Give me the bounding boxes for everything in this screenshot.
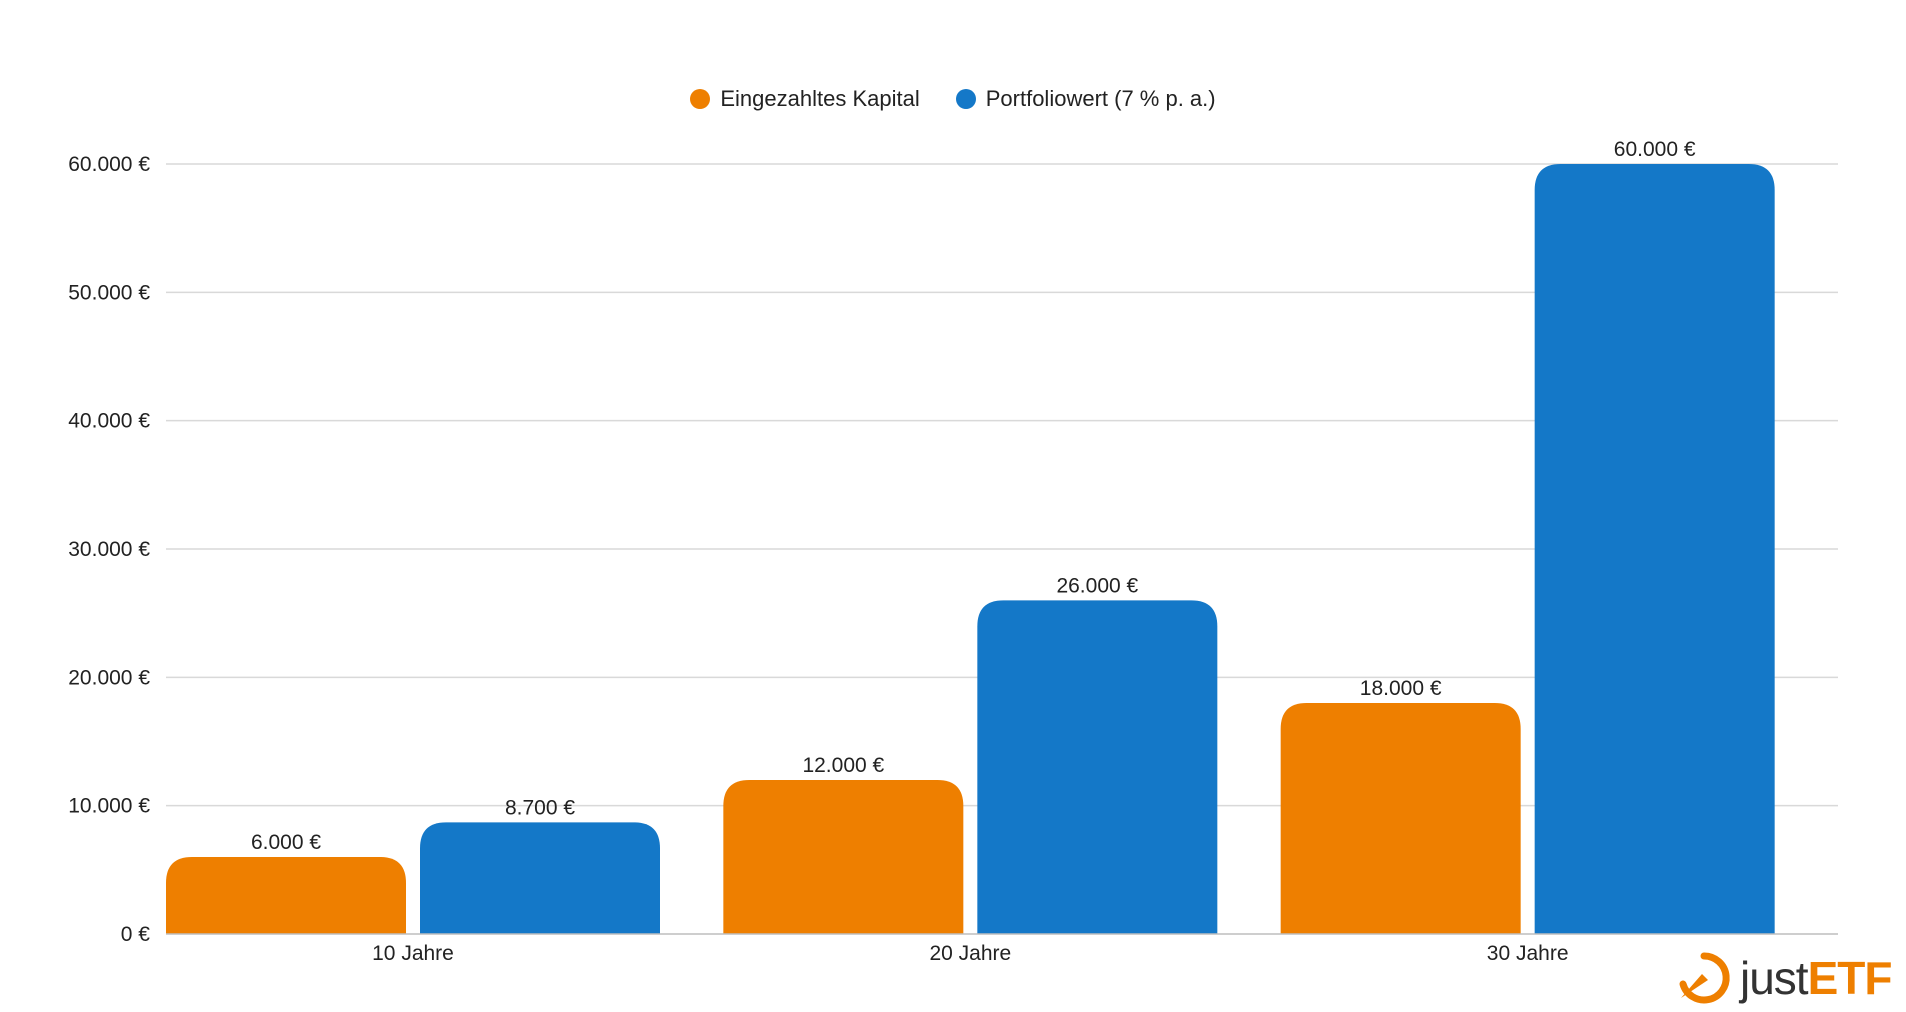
bar [1280,703,1521,934]
x-category-label: 10 Jahre [372,942,454,965]
data-label: 8.700 € [505,796,575,819]
bars [166,164,1775,934]
data-label: 6.000 € [251,831,321,854]
bar [723,780,964,934]
data-label: 18.000 € [1360,677,1442,700]
justetf-logo: justETF [1676,948,1906,1008]
justetf-logo-text: justETF [1740,952,1893,1004]
logo-text-just: just [1740,952,1809,1004]
data-labels: 6.000 € 8.700 € 12.000 € 26.000 € 18.000 € 60… [251,138,1696,854]
legend-swatch-blue [955,89,976,109]
y-tick-label: 60.000 € [68,153,150,176]
y-tick-label: 50.000 € [68,281,150,304]
data-label: 26.000 € [1056,574,1138,597]
justetf-logo-icon [1679,952,1730,1004]
bar [420,822,660,934]
legend-swatch-orange [690,89,711,109]
x-axis-categories: 10 Jahre 20 Jahre 30 Jahre [372,942,1568,965]
y-tick-label: 30.000 € [68,538,150,561]
legend: Eingezahltes Kapital Portfoliowert (7 % … [0,86,1906,112]
y-tick-label: 20.000 € [68,666,150,689]
bar [1534,164,1775,934]
y-tick-label: 10.000 € [68,795,150,818]
legend-item-portfoliowert: Portfoliowert (7 % p. a.) [955,86,1216,112]
bar [977,600,1218,934]
bar [166,857,406,934]
data-label: 60.000 € [1614,138,1696,161]
legend-label-eingezahltes-kapital: Eingezahltes Kapital [720,86,920,111]
data-label: 12.000 € [802,754,884,777]
y-axis-ticks: 0 € 10.000 € 20.000 € 30.000 € 40.000 € 50.00… [68,153,150,946]
y-tick-label: 40.000 € [68,410,150,433]
x-category-label: 30 Jahre [1487,942,1569,965]
x-category-label: 20 Jahre [929,942,1011,965]
legend-item-eingezahltes-kapital: Eingezahltes Kapital [690,86,920,112]
y-tick-label: 0 € [121,923,151,946]
legend-label-portfoliowert: Portfoliowert (7 % p. a.) [985,86,1216,111]
logo-text-etf: ETF [1807,952,1893,1004]
